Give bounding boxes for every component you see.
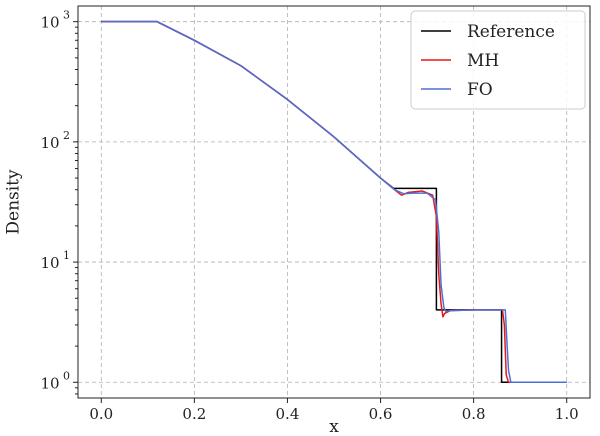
axis-ticks [73,21,568,403]
x-tick-label: 0.2 [182,405,206,423]
axis-labels: 0.0 0.2 0.4 0.6 0.8 1.0 10 0 10 1 10 2 10 3 [40,9,578,423]
legend-label: Reference [467,22,555,42]
x-tick-label: 0.8 [462,405,486,423]
x-tick-label: 0.4 [276,405,300,423]
x-axis-label: x [329,417,339,436]
y-axis-label: Density [4,169,24,235]
y-tick-label-exponent: 0 [63,369,70,382]
x-tick-label: 0.0 [89,405,113,423]
plot-frame [77,5,591,399]
legend-box [410,10,586,110]
y-tick-label: 10 [40,14,59,32]
y-tick-label-exponent: 2 [63,129,70,142]
y-tick-label: 10 [40,374,59,392]
legend: Reference MH FO [410,10,586,110]
y-tick-label-exponent: 1 [63,249,70,262]
legend-label: FO [467,80,493,100]
series-line-fo [101,20,567,384]
series-lines [101,20,567,384]
y-tick-label: 10 [40,254,59,272]
grid-lines [78,6,590,398]
legend-label: MH [467,51,499,71]
x-tick-label: 1.0 [555,405,579,423]
y-tick-label-exponent: 3 [63,9,70,22]
y-tick-label: 10 [40,134,59,152]
x-tick-label: 0.6 [369,405,393,423]
